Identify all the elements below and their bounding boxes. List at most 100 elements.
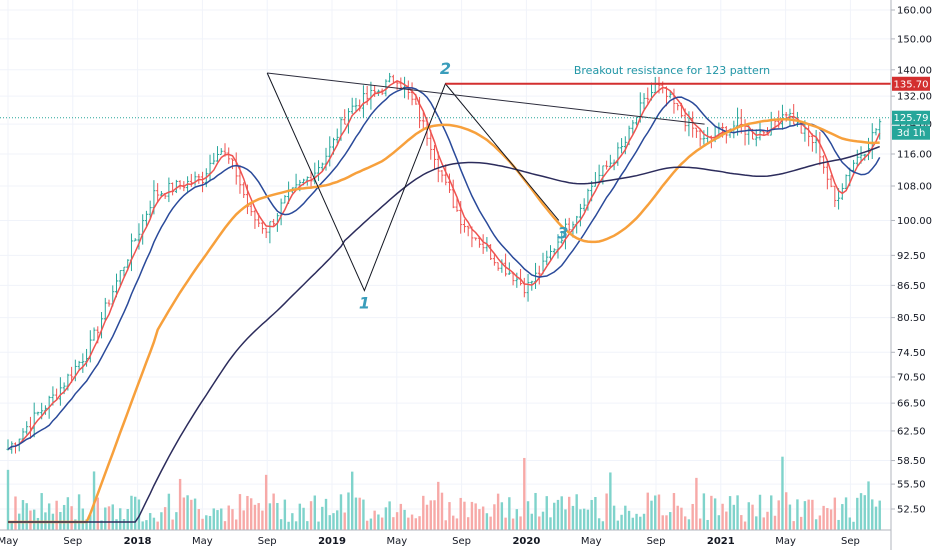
volume-bar <box>425 504 429 530</box>
volume-bar <box>859 493 863 530</box>
volume-bar <box>178 478 182 530</box>
volume-bar <box>463 501 466 530</box>
moving-average-ma_slow <box>8 117 880 524</box>
volume-bar <box>721 503 724 530</box>
resistance-price-tag-bg <box>892 76 930 91</box>
price-tick-label: 100.00 <box>897 216 932 227</box>
price-tick-label: 74.50 <box>897 348 926 359</box>
volume-bar <box>268 503 272 530</box>
volume-bar <box>276 502 279 530</box>
volume-bar <box>736 495 739 530</box>
volume-bar <box>264 474 268 530</box>
volume-bar <box>822 505 825 530</box>
price-tick-label: 70.50 <box>897 372 926 383</box>
volume-bar <box>814 519 818 530</box>
volume-bar <box>612 505 616 530</box>
price-tick-label: 160.00 <box>897 6 932 17</box>
volume-bar <box>683 516 687 530</box>
volume-bar <box>25 503 28 530</box>
volume-bar <box>437 481 440 530</box>
descending-trendline[interactable] <box>267 72 705 125</box>
price-axis[interactable]: 160.00 150.00 140.00 132.00 124.00 116.00 108.… <box>890 0 932 550</box>
volume-bar <box>594 497 597 530</box>
time-tick-label: May <box>775 536 796 547</box>
volume-bar <box>773 515 777 530</box>
volume-bar <box>639 516 642 530</box>
volume-bar <box>66 497 70 530</box>
time-axis[interactable]: May Sep 2018 May Sep 2019 May Sep 2020 May Sep 2021… <box>0 529 891 547</box>
volume-bar <box>324 498 328 530</box>
volume-bar <box>504 517 507 530</box>
volume-bar <box>792 521 795 530</box>
volume-bar <box>650 500 653 530</box>
volume-bar <box>743 521 747 530</box>
volume-bar <box>395 512 399 530</box>
volume-bar <box>399 503 403 530</box>
moving-average-ma_long <box>8 145 880 523</box>
time-tick-label: 2018 <box>124 536 152 547</box>
volume-bar <box>444 520 447 530</box>
price-tick-label: 108.00 <box>897 182 932 193</box>
volume-bar <box>10 521 13 530</box>
moving-averages <box>7 79 881 524</box>
volume-bar <box>429 500 432 530</box>
moving-average-ma_medium <box>7 87 881 450</box>
volume-bar <box>107 506 111 530</box>
volume-bar <box>242 510 245 530</box>
volume-bar <box>702 493 706 530</box>
volume-bar <box>156 521 159 530</box>
volume-bar <box>833 497 837 530</box>
time-tick-label: May <box>192 536 213 547</box>
volume-bar <box>642 513 646 530</box>
volume-bar <box>455 518 459 530</box>
volume-bar <box>474 503 477 530</box>
grid <box>0 0 891 530</box>
volume-bar <box>257 503 260 530</box>
volume-bar <box>717 515 721 530</box>
volume-bar <box>874 506 878 530</box>
resistance-price-tag: 135.70 <box>894 79 929 90</box>
volume-bar <box>55 500 58 530</box>
volume-bar <box>119 508 122 530</box>
volume-bar <box>747 502 750 530</box>
volume-bar <box>582 508 586 530</box>
price-tick-label: 86.50 <box>897 281 926 292</box>
volume-bar <box>205 515 208 530</box>
volume-bar <box>519 516 522 530</box>
volume-bar <box>96 497 99 530</box>
volume-bar <box>193 498 197 530</box>
volume-bar <box>698 518 702 530</box>
countdown-tag-bg <box>892 125 930 140</box>
time-tick-label: Sep <box>647 536 666 547</box>
drawings[interactable] <box>0 72 891 292</box>
pattern-123-line[interactable] <box>266 72 560 292</box>
volume-bar <box>384 507 388 530</box>
volume-bar <box>751 504 754 530</box>
volume-bar <box>163 507 167 530</box>
volume-bar <box>362 499 365 530</box>
volume-bar <box>100 520 103 530</box>
time-tick-label: Sep <box>841 536 860 547</box>
volume-bar <box>799 516 803 530</box>
volume-bar <box>414 518 418 530</box>
volume-bar <box>657 494 661 530</box>
volume-bar <box>47 503 51 530</box>
volume-bar <box>380 517 384 530</box>
volume-bar <box>115 519 118 530</box>
volume-bar <box>167 493 171 530</box>
volume-bar <box>279 519 283 530</box>
volume-bar <box>238 494 242 530</box>
volume-bar <box>829 509 833 530</box>
volume-bar <box>392 517 395 530</box>
volume-bar <box>807 499 810 530</box>
volume-bar <box>212 508 215 530</box>
price-tick-label: 62.50 <box>897 426 926 437</box>
volume-bar <box>253 504 257 530</box>
volume-bar <box>418 516 421 530</box>
volume-bar <box>302 507 305 530</box>
volume-bar <box>687 519 691 530</box>
volume-bar <box>568 496 571 530</box>
time-tick-label: Sep <box>452 536 471 547</box>
volume-bar <box>867 481 870 530</box>
